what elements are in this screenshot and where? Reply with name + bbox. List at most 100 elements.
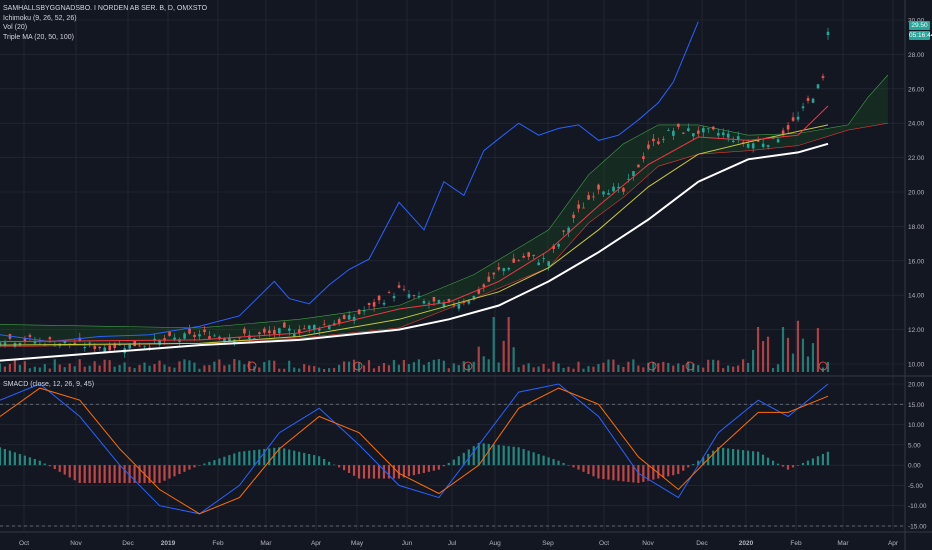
candle-body	[587, 195, 590, 200]
volume-bar	[497, 362, 500, 372]
volume-bar	[732, 366, 735, 372]
symbol-title[interactable]: SAMHALLSBYGGNADSBO. I NORDEN AB SER. B, …	[3, 5, 208, 12]
candle-body	[407, 294, 411, 298]
macd-histogram-bar	[323, 459, 326, 466]
volume-bar	[662, 361, 665, 372]
x-tick-label: Mar	[837, 540, 849, 547]
macd-histogram-bar	[617, 465, 620, 481]
candle-body	[502, 268, 506, 272]
volume-bar	[761, 341, 765, 372]
y-tick-label: 20.00	[908, 190, 925, 197]
ma-20-line	[0, 105, 829, 343]
volume-bar	[587, 366, 590, 372]
macd-histogram-bar	[577, 465, 580, 470]
macd-histogram-bar	[432, 465, 435, 471]
macd-histogram-bar	[402, 465, 406, 478]
candle-body	[327, 325, 331, 330]
macd-histogram-bar	[582, 465, 585, 472]
indicator-volume[interactable]: Vol (20)	[3, 24, 28, 31]
macd-histogram-bar	[213, 460, 216, 466]
macd-histogram-bar	[452, 459, 455, 466]
candle-body	[487, 276, 491, 282]
volume-bar	[183, 359, 186, 372]
macd-histogram-bar	[472, 446, 475, 466]
candle-body	[776, 139, 780, 143]
volume-bar	[367, 360, 371, 372]
candle-body	[288, 328, 291, 331]
volume-bar	[198, 368, 201, 372]
macd-histogram-bar	[522, 448, 525, 466]
x-tick-label: 2020	[739, 540, 754, 547]
candle-body	[208, 336, 211, 340]
countdown-tag: 05:16:44	[909, 31, 932, 40]
candle-body	[198, 334, 201, 337]
macd-histogram-bar	[632, 465, 635, 483]
macd-histogram-bar	[148, 465, 151, 483]
x-tick-label: Apr	[311, 540, 322, 547]
indicator-triple-ma[interactable]: Triple MA (20, 50, 100)	[3, 33, 74, 41]
macd-histogram-bar	[123, 465, 126, 483]
candle-body	[53, 345, 57, 347]
candle-body	[577, 204, 580, 209]
macd-histogram-bar	[133, 465, 136, 483]
volume-bar	[258, 367, 261, 372]
volume-bar	[692, 363, 695, 372]
candle-body	[557, 243, 560, 247]
volume-bar	[33, 366, 36, 372]
macd-histogram-bar	[238, 451, 241, 466]
macd-histogram-bar	[13, 452, 16, 466]
event-marker	[353, 361, 363, 371]
candle-body	[417, 296, 421, 298]
indicator-ichimoku[interactable]: Ichimoku (9, 26, 52, 26)	[3, 14, 77, 22]
candle-body	[711, 126, 715, 130]
candle-body	[18, 342, 22, 345]
macd-histogram-bar	[193, 465, 196, 468]
candle-body	[702, 128, 705, 133]
macd-histogram-bar	[622, 465, 625, 482]
candle-body	[88, 342, 92, 344]
macd-histogram-bar	[442, 465, 445, 467]
volume-bar	[118, 364, 121, 372]
volume-bar	[642, 367, 645, 372]
x-tick-label: Feb	[790, 540, 802, 547]
volume-bar	[278, 368, 281, 372]
candle-body	[816, 84, 820, 89]
macd-histogram-bar	[786, 465, 790, 470]
volume-bar	[248, 361, 251, 372]
x-tick-label: Jun	[402, 540, 413, 547]
macd-histogram-bar	[337, 465, 341, 468]
macd-histogram-bar	[367, 465, 371, 479]
ma-100-line	[0, 142, 829, 362]
candle-body	[442, 302, 446, 308]
volume-bar	[412, 362, 415, 372]
macd-histogram-bar	[68, 465, 71, 478]
macd-histogram-bar	[826, 451, 829, 466]
candle-body	[672, 130, 675, 136]
volume-bar	[507, 317, 510, 372]
candle-body	[253, 337, 256, 339]
volume-bar	[567, 366, 570, 372]
candle-body	[278, 328, 281, 334]
macd-histogram-bar	[542, 455, 545, 466]
macd-histogram-bar	[188, 465, 191, 470]
candle-body	[367, 303, 371, 306]
candle-body	[48, 337, 52, 340]
y-tick-label: 14.00	[908, 293, 925, 300]
volume-bar	[627, 361, 630, 372]
candle-body	[143, 345, 146, 347]
macd-title[interactable]: SMACD (close, 12, 26, 9, 45)	[3, 381, 95, 388]
candle-body	[761, 143, 765, 148]
macd-histogram-bar	[482, 443, 485, 466]
volume-bar	[48, 368, 51, 372]
x-tick-label: Dec	[696, 540, 708, 547]
candle-body	[482, 284, 486, 287]
macd-histogram-bar	[572, 465, 575, 468]
volume-bar	[472, 361, 475, 372]
candle-body	[243, 328, 246, 334]
candle-body	[706, 128, 710, 130]
volume-bar	[213, 361, 216, 372]
volume-bar	[766, 336, 770, 372]
candle-body	[33, 340, 37, 344]
